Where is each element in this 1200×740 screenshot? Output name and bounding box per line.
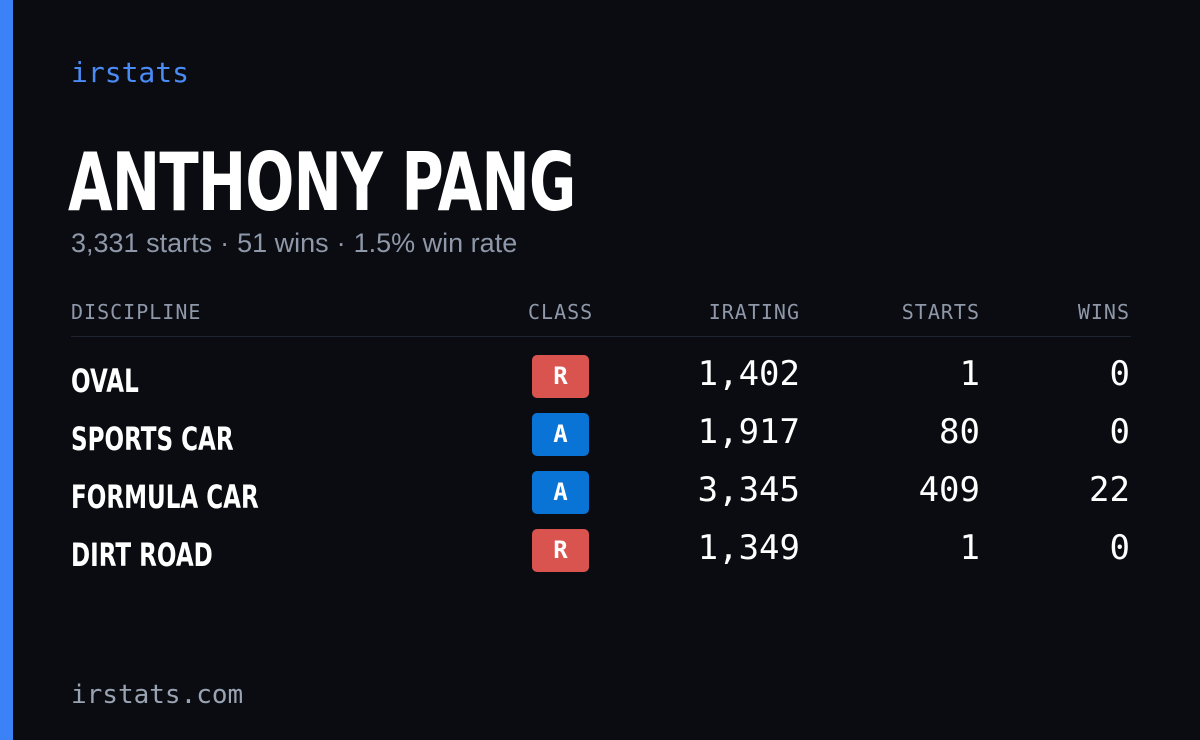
row-irating: 1,402 — [697, 354, 800, 394]
row-starts: 409 — [918, 470, 980, 510]
row-wins: 0 — [1109, 354, 1130, 394]
footer-url[interactable]: irstats.com — [71, 680, 244, 710]
table-row: FORMULA CAR A 3,345 409 22 — [71, 468, 1131, 526]
row-starts: 1 — [959, 354, 980, 394]
table-row: SPORTS CAR A 1,917 80 0 — [71, 410, 1131, 468]
table-header: DISCIPLINE CLASS IRATING STARTS WINS — [71, 296, 1131, 337]
brand-logo-text: irstats — [71, 56, 190, 89]
class-badge: R — [532, 355, 589, 398]
row-irating: 1,917 — [697, 412, 800, 452]
driver-name: ANTHONY PANG — [68, 136, 576, 229]
header-irating: IRATING — [708, 300, 800, 324]
accent-bar — [0, 0, 13, 740]
header-class: CLASS — [528, 300, 594, 324]
row-wins: 22 — [1089, 470, 1130, 510]
summary-separator: · — [336, 228, 346, 258]
class-badge: R — [532, 529, 589, 572]
header-starts: STARTS — [901, 300, 980, 324]
row-wins: 0 — [1109, 412, 1130, 452]
header-discipline: DISCIPLINE — [71, 300, 202, 324]
row-discipline: FORMULA CAR — [71, 478, 259, 516]
row-starts: 1 — [959, 528, 980, 568]
row-starts: 80 — [939, 412, 980, 452]
table-body: OVAL R 1,402 1 0 SPORTS CAR A 1,917 80 0… — [71, 352, 1131, 584]
row-wins: 0 — [1109, 528, 1130, 568]
header-wins: WINS — [1077, 300, 1130, 324]
table-row: OVAL R 1,402 1 0 — [71, 352, 1131, 410]
summary-starts: 3,331 starts — [71, 228, 213, 258]
row-discipline: SPORTS CAR — [71, 420, 234, 458]
class-badge: A — [532, 471, 589, 514]
row-discipline: DIRT ROAD — [71, 536, 213, 574]
summary-separator: · — [220, 228, 230, 258]
row-discipline: OVAL — [71, 362, 139, 400]
summary-wins: 51 wins — [237, 228, 329, 258]
class-badge: A — [532, 413, 589, 456]
discipline-stats-table: DISCIPLINE CLASS IRATING STARTS WINS OVA… — [71, 296, 1131, 584]
summary-win-rate: 1.5% win rate — [353, 228, 518, 258]
table-row: DIRT ROAD R 1,349 1 0 — [71, 526, 1131, 584]
row-irating: 1,349 — [697, 528, 800, 568]
driver-summary: 3,331 starts · 51 wins · 1.5% win rate — [71, 228, 517, 259]
row-irating: 3,345 — [697, 470, 800, 510]
